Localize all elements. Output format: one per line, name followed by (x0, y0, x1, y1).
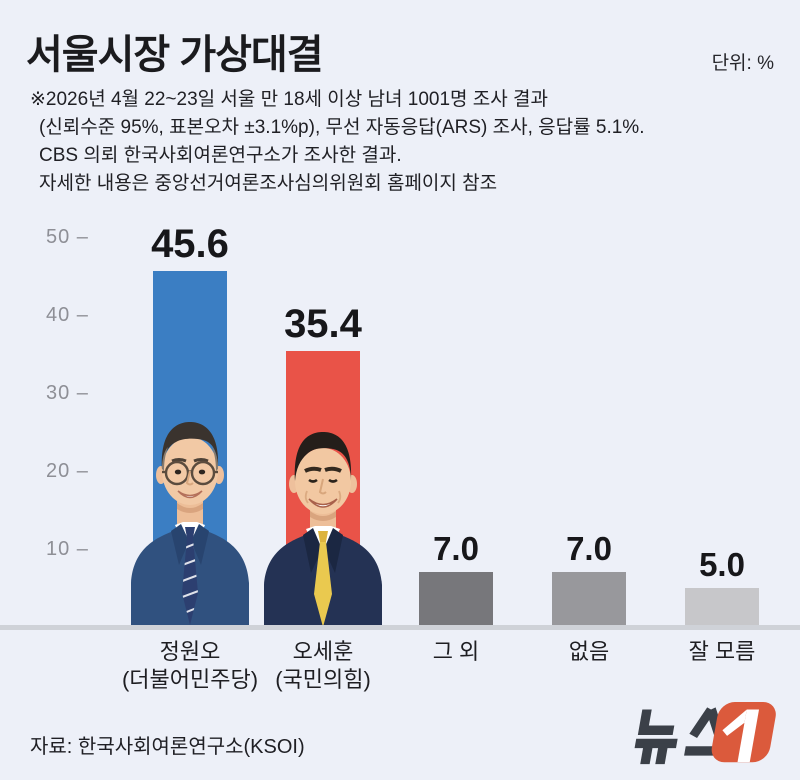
y-axis-tick: 40 – (46, 304, 89, 326)
news1-logo-icon (634, 702, 776, 765)
candidate-photo-oh-se-hoon (264, 432, 382, 627)
y-axis-tick: 10 – (46, 538, 89, 560)
survey-note-line: 자세한 내용은 중앙선거여론조사심의위원회 홈페이지 참조 (39, 173, 498, 194)
survey-notes: ※2026년 4월 22~23일 서울 만 18세 이상 남녀 1001명 조사… (30, 86, 644, 198)
candidate-photo-jeong-won-o (131, 422, 249, 627)
y-axis-tick: 20 – (46, 460, 89, 482)
category-label: 잘 모름 (688, 639, 756, 664)
y-axis-tick: 30 – (46, 382, 89, 404)
bar-value-label: 45.6 (151, 222, 229, 267)
category-label: 없음 (568, 639, 610, 664)
bar-value-label: 5.0 (699, 546, 745, 583)
unit-label: 단위: % (711, 53, 774, 74)
y-axis-tick: 50 – (46, 226, 89, 248)
category-label: 오세훈 (국민의힘) (275, 639, 371, 692)
chart-bar (552, 572, 626, 627)
bar-value-label: 35.4 (284, 301, 362, 346)
chart-bar (419, 572, 493, 627)
chart-baseline (0, 625, 800, 630)
bar-value-label: 7.0 (566, 530, 612, 568)
category-label: 정원오 (더불어민주당) (121, 639, 259, 692)
survey-note-line: (신뢰수준 95%, 표본오차 ±3.1%p), 무선 자동응답(ARS) 조사… (39, 117, 645, 138)
chart-bar (685, 588, 759, 627)
survey-note-line: CBS 의뢰 한국사회여론연구소가 조사한 결과. (39, 145, 402, 166)
bar-value-label: 7.0 (433, 530, 479, 568)
source-credit: 자료: 한국사회여론연구소(KSOI) (30, 736, 305, 758)
survey-note-line: ※2026년 4월 22~23일 서울 만 18세 이상 남녀 1001명 조사… (30, 89, 548, 110)
page-title: 서울시장 가상대결 (26, 33, 324, 77)
category-label: 그 외 (432, 639, 480, 664)
